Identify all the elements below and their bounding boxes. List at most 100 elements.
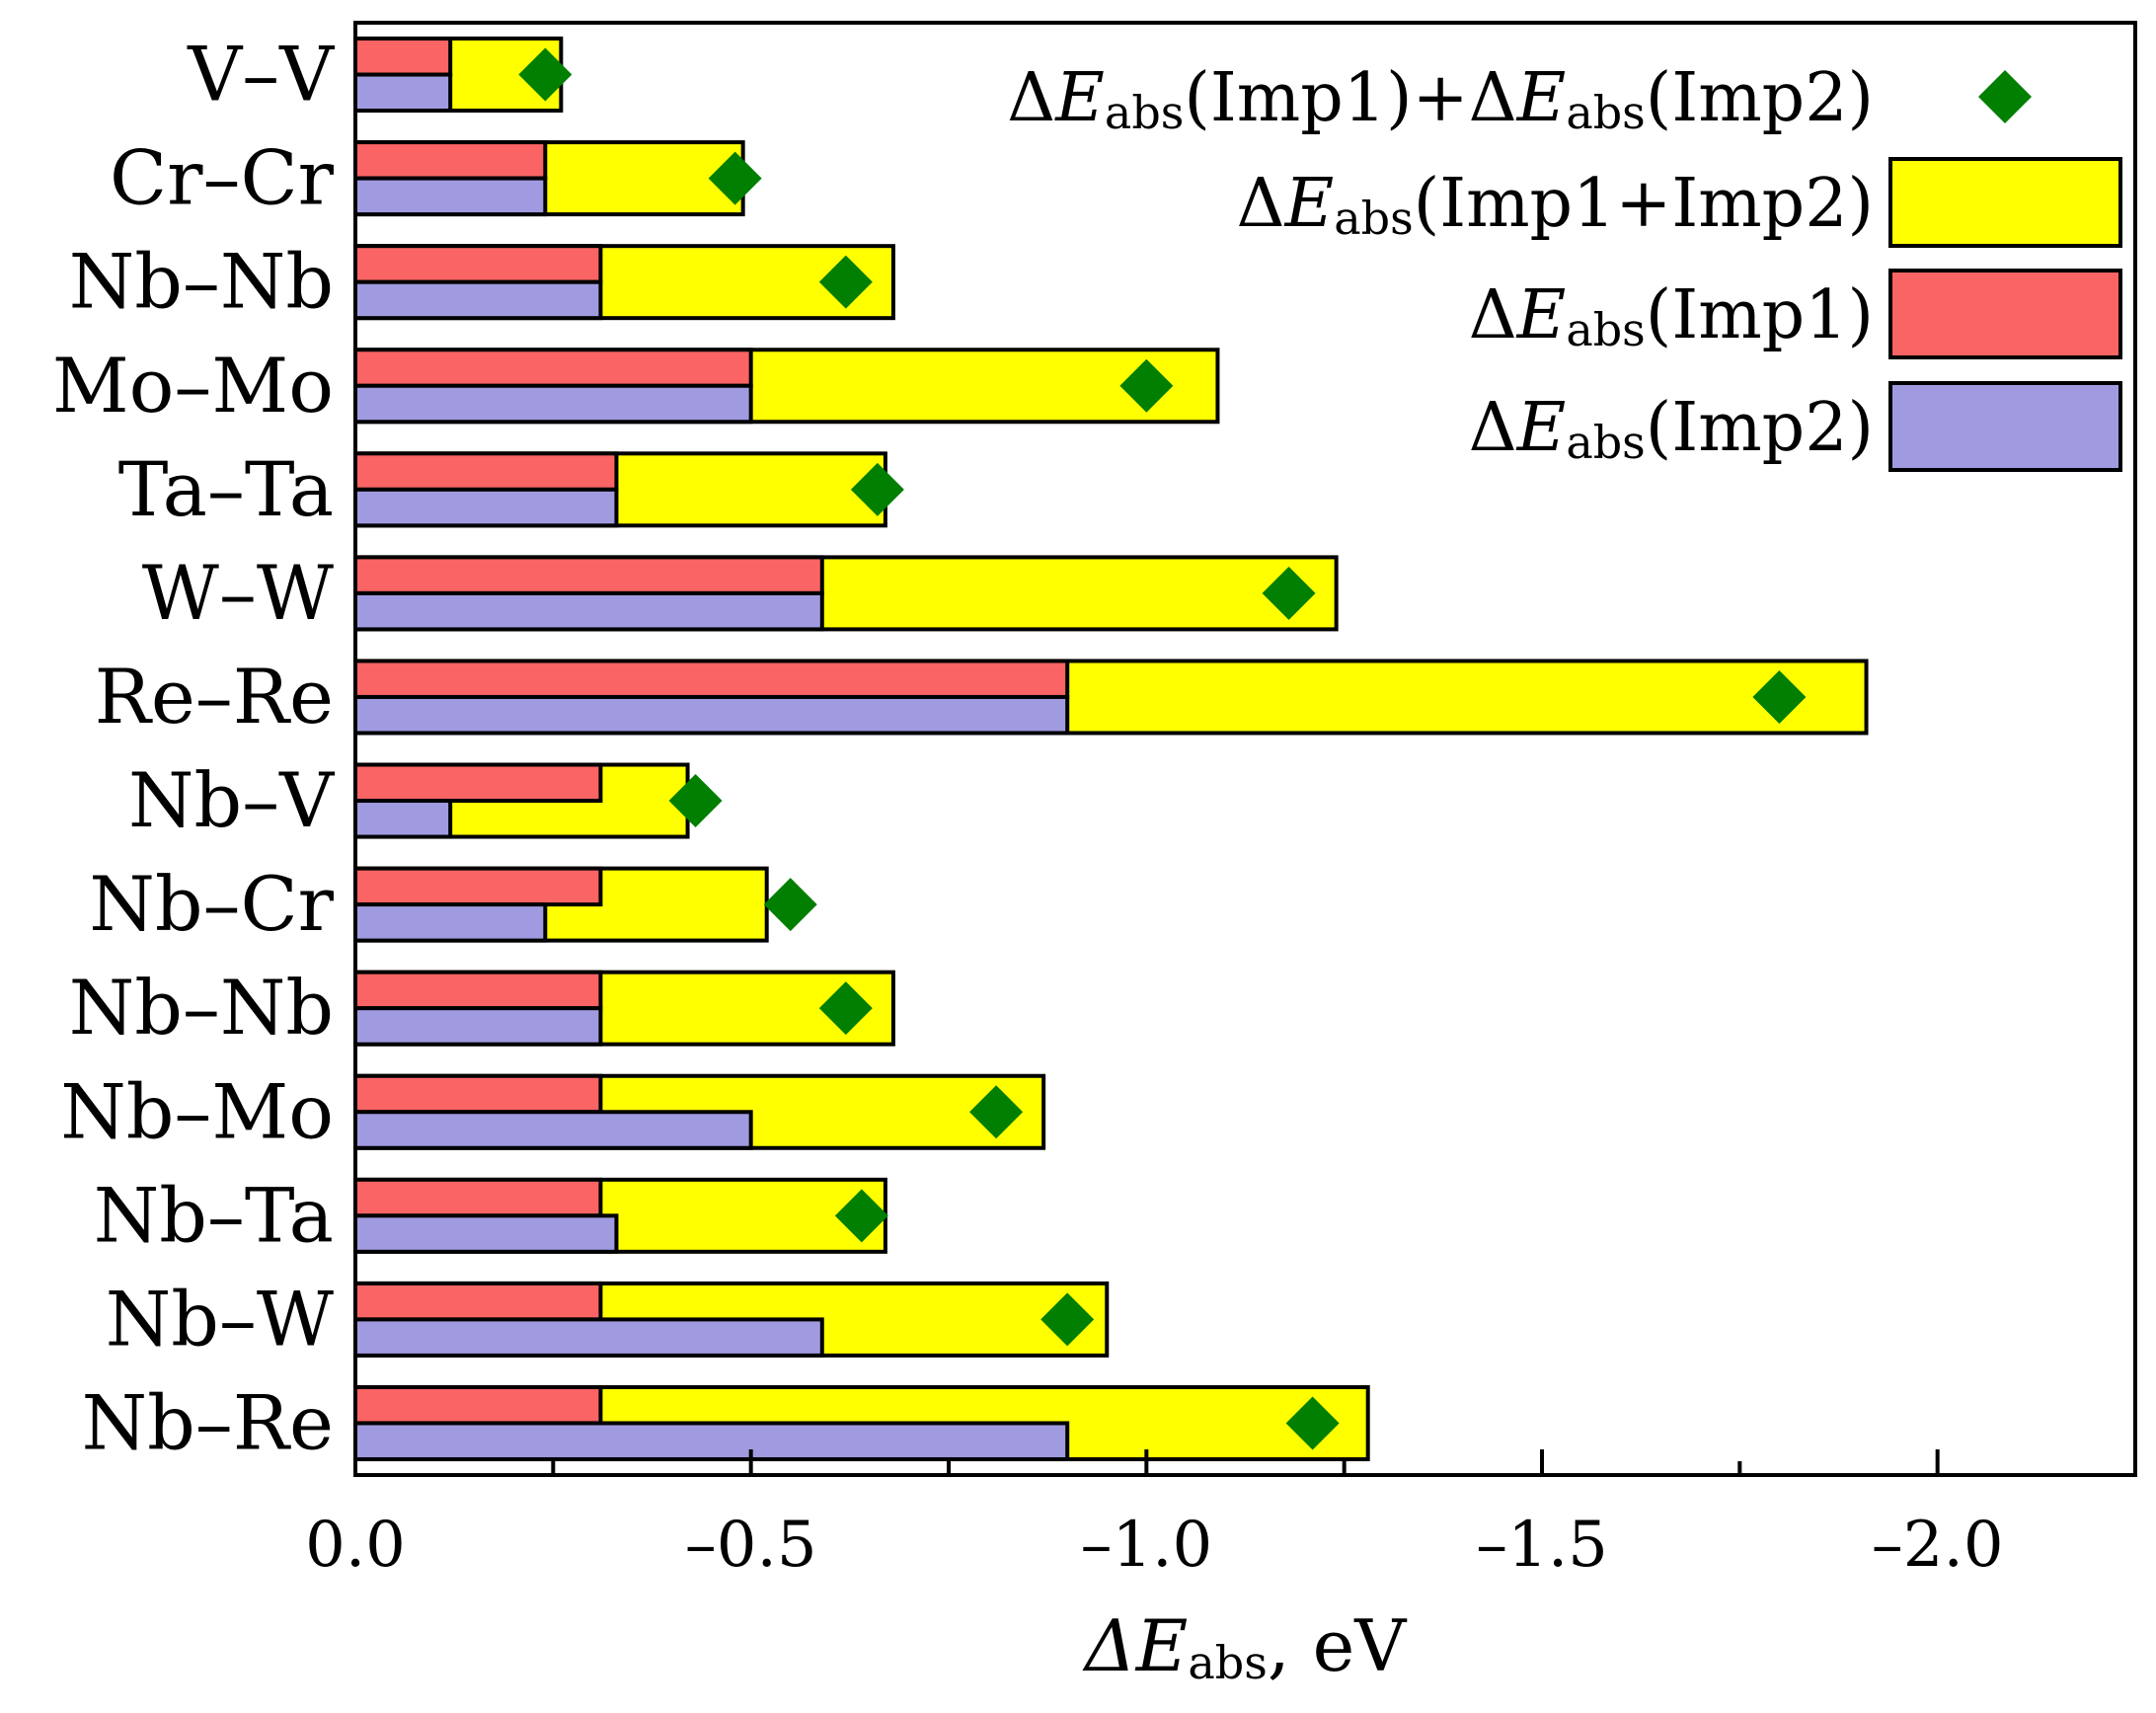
bar-imp2	[353, 902, 548, 943]
category-label: W–W	[142, 549, 334, 637]
legend-text-part: E	[1053, 59, 1105, 137]
legend-text-part: abs	[1566, 416, 1645, 469]
legend-text-part: E	[1515, 389, 1567, 467]
legend-text-part: abs	[1334, 192, 1413, 245]
x-tick-label: –1.0	[1080, 1509, 1212, 1582]
x-axis-title-tail: , eV	[1268, 1604, 1408, 1687]
plot-frame	[353, 21, 2137, 1477]
sum-marker	[1119, 358, 1174, 413]
bar-imp2	[353, 1213, 619, 1254]
legend-swatch-imp1	[1888, 269, 2122, 359]
legend-text-part: (Imp1)	[1646, 276, 1874, 354]
legend: ΔEabs(Imp1)+ΔEabs(Imp2)ΔEabs(Imp1+Imp2)Δ…	[1007, 59, 2122, 472]
bar-imp1	[353, 1384, 603, 1426]
sum-marker	[818, 981, 873, 1036]
bar-imp2	[353, 72, 453, 114]
bar-imp2	[353, 799, 453, 839]
bar-imp1	[353, 866, 603, 907]
legend-label-sum: ΔEabs(Imp1)+ΔEabs(Imp2)	[1007, 59, 1874, 139]
category-label: Cr–Cr	[110, 134, 335, 222]
sum-marker	[818, 255, 873, 309]
legend-text-part: abs	[1566, 86, 1645, 139]
bar-imp1	[353, 1073, 603, 1115]
bar-imp1	[353, 1177, 603, 1218]
category-label: Nb–Nb	[69, 238, 334, 326]
bar-imp1	[353, 140, 548, 181]
x-axis-title-main: ΔE	[1082, 1604, 1189, 1687]
legend-text-part: Δ	[1469, 59, 1517, 137]
sum-marker	[668, 774, 723, 828]
bar-imp1	[353, 762, 603, 804]
legend-text-part: abs	[1566, 303, 1645, 356]
legend-label-combined: ΔEabs(Imp1+Imp2)	[1236, 165, 1874, 245]
sum-marker	[1285, 1396, 1340, 1450]
bar-imp2	[353, 1317, 824, 1358]
category-label: Nb–Re	[82, 1378, 334, 1466]
bar-imp2	[353, 694, 1070, 736]
sum-marker	[1262, 566, 1316, 620]
legend-text-part: E	[1515, 276, 1567, 354]
bar-imp1	[353, 659, 1070, 699]
legend-text-part: E	[1283, 165, 1335, 243]
sum-marker	[1040, 1292, 1095, 1347]
sum-marker	[708, 151, 762, 205]
bar-imp1	[353, 970, 603, 1011]
legend-text-part: Δ	[1236, 165, 1284, 243]
legend-label-imp1: ΔEabs(Imp1)	[1469, 276, 1874, 356]
bars-layer	[353, 37, 1869, 1461]
x-tick-label: –0.5	[685, 1509, 817, 1582]
sum-marker	[850, 462, 904, 516]
legend-swatch-sum	[1978, 70, 2032, 123]
x-tick-label: –1.5	[1476, 1509, 1608, 1582]
category-label: Mo–Mo	[52, 342, 334, 429]
bar-imp2	[353, 176, 548, 217]
bar-imp1	[353, 555, 824, 595]
category-label: Nb–W	[106, 1275, 334, 1363]
sum-marker	[763, 878, 817, 932]
category-label: Nb–Nb	[69, 964, 334, 1051]
bar-imp1	[353, 451, 619, 492]
bar-imp1	[353, 37, 453, 77]
category-labels: V–V Cr–Cr Nb–Nb Mo–Mo Ta–Ta W–W Re–Re Nb–V Nb–Cr…	[52, 31, 335, 1467]
legend-text-part: abs	[1105, 86, 1184, 139]
bar-imp2	[353, 590, 824, 632]
category-label: Nb–Mo	[60, 1067, 334, 1155]
sum-marker	[834, 1189, 888, 1243]
markers-layer	[518, 47, 1807, 1450]
bar-imp2	[353, 1421, 1070, 1461]
sum-marker	[1752, 669, 1807, 724]
legend-text-part: Δ	[1469, 276, 1517, 354]
legend-text-part: (Imp2)	[1646, 59, 1874, 137]
bar-imp2	[353, 487, 619, 528]
x-axis-tick-labels: 0.0 –0.5 –1.0 –1.5 –2.0	[305, 1509, 2003, 1582]
x-tick-label: –2.0	[1872, 1509, 2004, 1582]
legend-text-part: (Imp1)+	[1184, 59, 1468, 137]
category-label: Nb–Cr	[89, 860, 334, 948]
legend-text-part: (Imp1+Imp2)	[1414, 165, 1874, 243]
x-axis-ticks	[353, 1449, 1940, 1475]
legend-swatch-combined	[1888, 157, 2122, 248]
x-axis-title: ΔEabs, eV	[1082, 1604, 1408, 1689]
category-label: Nb–Ta	[94, 1171, 334, 1259]
bar-imp2	[353, 1110, 753, 1150]
x-tick-label: 0.0	[305, 1509, 406, 1582]
bar-imp2	[353, 383, 753, 425]
category-label: V–V	[187, 31, 335, 118]
category-label: Ta–Ta	[118, 445, 334, 533]
legend-text-part: (Imp2)	[1646, 389, 1874, 467]
x-axis-title-sub: abs	[1188, 1636, 1267, 1689]
bar-imp1	[353, 348, 753, 388]
legend-text-part: Δ	[1469, 389, 1517, 467]
category-label: Nb–V	[128, 756, 335, 844]
sum-marker	[518, 47, 573, 102]
legend-text-part: Δ	[1007, 59, 1055, 137]
legend-swatch-imp2	[1888, 381, 2122, 472]
bar-imp2	[353, 1006, 603, 1047]
bar-imp1	[353, 244, 603, 284]
bar-imp2	[353, 279, 603, 321]
category-label: Re–Re	[95, 653, 334, 740]
sum-marker	[969, 1085, 1024, 1139]
legend-text-part: E	[1515, 59, 1567, 137]
legend-label-imp2: ΔEabs(Imp2)	[1469, 389, 1874, 469]
